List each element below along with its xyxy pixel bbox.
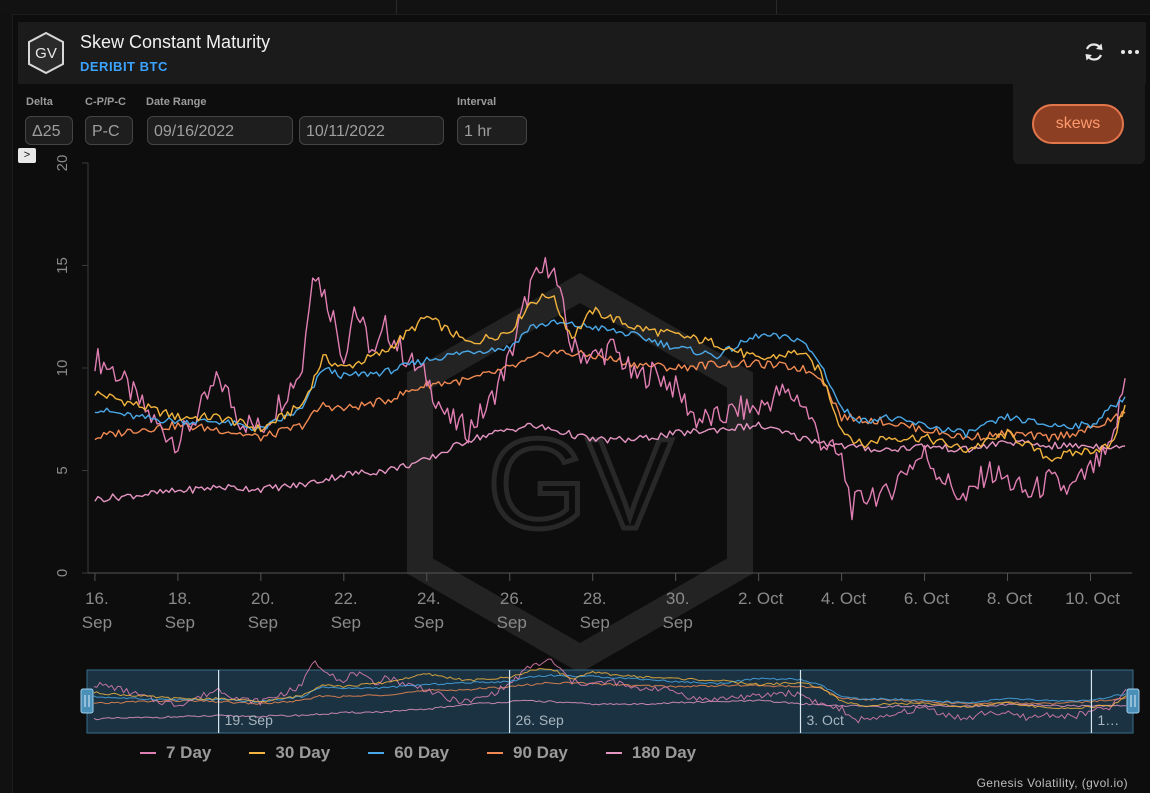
series-line-30-day	[94, 293, 1126, 462]
top-strip-divider	[776, 0, 777, 14]
series-line-60-day	[94, 319, 1126, 438]
x-tick-label: 30.	[666, 589, 690, 608]
x-tick-label: 4. Oct	[821, 589, 867, 608]
end-date-input[interactable]: 10/11/2022	[299, 116, 444, 145]
x-tick-label: 22.	[334, 589, 358, 608]
legend-item-90-day[interactable]: 90 Day	[487, 742, 568, 764]
series-line-180-day	[94, 421, 1126, 503]
x-tick-label: Sep	[331, 613, 361, 632]
navigator-series-30-day	[93, 667, 1127, 710]
legend-item-180-day[interactable]: 180 Day	[605, 742, 697, 764]
start-date-input[interactable]: 09/16/2022	[147, 116, 293, 145]
legend-swatch	[140, 752, 156, 754]
refresh-icon[interactable]	[1082, 40, 1106, 64]
y-tick-label: 10	[54, 360, 71, 377]
cp-select[interactable]: P-C	[85, 116, 133, 145]
more-horizontal-icon[interactable]	[1118, 40, 1142, 64]
navigator-series-180-day	[93, 699, 1127, 721]
watermark-text: GV	[488, 413, 673, 556]
skews-button[interactable]: skews	[1032, 104, 1124, 144]
navigator-handle-left[interactable]	[80, 688, 94, 714]
logo-text: GV	[35, 45, 57, 62]
legend-label: 60 Day	[394, 743, 450, 762]
x-tick-label: 8. Oct	[987, 589, 1033, 608]
x-tick-label: 28.	[583, 589, 607, 608]
chart-controls: Delta Δ25 C-P/P-C P-C Date Range 09/16/2…	[18, 84, 1012, 164]
delta-label: Delta	[26, 96, 53, 108]
chevron-right-icon[interactable]: >	[18, 148, 36, 163]
chart-legend: 7 Day 30 Day 60 Day 90 Day 180 Day	[140, 742, 734, 764]
x-tick-label: 26.	[500, 589, 524, 608]
y-tick-label: 20	[54, 155, 71, 172]
footer-credit: Genesis Volatility, (gvol.io)	[976, 776, 1128, 790]
navigator-series-7-day	[93, 658, 1127, 724]
legend-item-30-day[interactable]: 30 Day	[249, 742, 330, 764]
navigator-series-60-day	[93, 674, 1127, 704]
date-range-label: Date Range	[146, 96, 207, 108]
legend-label: 90 Day	[513, 743, 568, 762]
navigator[interactable]: 19. Sep 26. Sep 3. Oct 1…	[80, 658, 1140, 734]
y-tick-label: 0	[54, 569, 71, 577]
x-tick-label: Sep	[82, 613, 112, 632]
legend-swatch	[249, 752, 266, 754]
delta-select[interactable]: Δ25	[25, 116, 73, 145]
interval-select[interactable]: 1 hr	[457, 116, 527, 145]
x-axis: 16. Sep 18. Sep 20. Sep 22. Sep 24. Sep 26. Sep 28. S…	[82, 572, 1132, 632]
x-tick-label: 18.	[168, 589, 192, 608]
x-tick-label: Sep	[497, 613, 527, 632]
skews-panel: skews	[1013, 84, 1145, 164]
interval-label: Interval	[457, 96, 497, 108]
legend-swatch	[605, 752, 622, 754]
top-strip-divider	[396, 0, 397, 14]
legend-swatch	[487, 752, 504, 754]
navigator-label: 19. Sep	[225, 712, 273, 728]
legend-label: 30 Day	[275, 743, 331, 762]
navigator-label: 3. Oct	[806, 712, 843, 728]
gvol-logo: GV	[28, 31, 64, 75]
chart-subtitle: DERIBIT BTC	[80, 59, 168, 74]
x-tick-label: 20.	[251, 589, 275, 608]
watermark-logo: GV	[407, 273, 753, 673]
x-tick-label: Sep	[580, 613, 610, 632]
navigator-label: 1…	[1097, 712, 1119, 728]
x-tick-label: Sep	[663, 613, 693, 632]
navigator-handle-right[interactable]	[1126, 688, 1140, 714]
navigator-series-90-day	[93, 681, 1127, 705]
x-tick-label: 10. Oct	[1065, 589, 1120, 608]
legend-label: 7 Day	[166, 743, 212, 762]
y-tick-label: 5	[54, 466, 71, 474]
x-tick-label: 16.	[85, 589, 109, 608]
legend-item-60-day[interactable]: 60 Day	[368, 742, 449, 764]
series-layer	[94, 256, 1126, 521]
y-axis: 0 5 10 15 20	[54, 155, 89, 577]
navigator-label: 26. Sep	[516, 712, 564, 728]
series-line-90-day	[94, 349, 1126, 442]
legend-swatch	[368, 752, 385, 754]
x-tick-label: Sep	[165, 613, 195, 632]
legend-item-7-day[interactable]: 7 Day	[140, 742, 211, 764]
left-frame-edge	[0, 14, 13, 793]
chart-title: Skew Constant Maturity	[80, 32, 271, 52]
x-tick-label: 24.	[417, 589, 441, 608]
window-top-strip	[0, 0, 1150, 15]
cp-label: C-P/P-C	[85, 96, 126, 108]
x-tick-label: Sep	[414, 613, 444, 632]
chart-header: GV Skew Constant Maturity DERIBIT BTC	[18, 22, 1146, 84]
y-tick-label: 15	[54, 257, 71, 274]
legend-label: 180 Day	[631, 743, 697, 762]
series-line-7-day	[94, 256, 1126, 521]
x-tick-label: 6. Oct	[904, 589, 950, 608]
x-tick-label: 2. Oct	[738, 589, 784, 608]
x-tick-label: Sep	[248, 613, 278, 632]
